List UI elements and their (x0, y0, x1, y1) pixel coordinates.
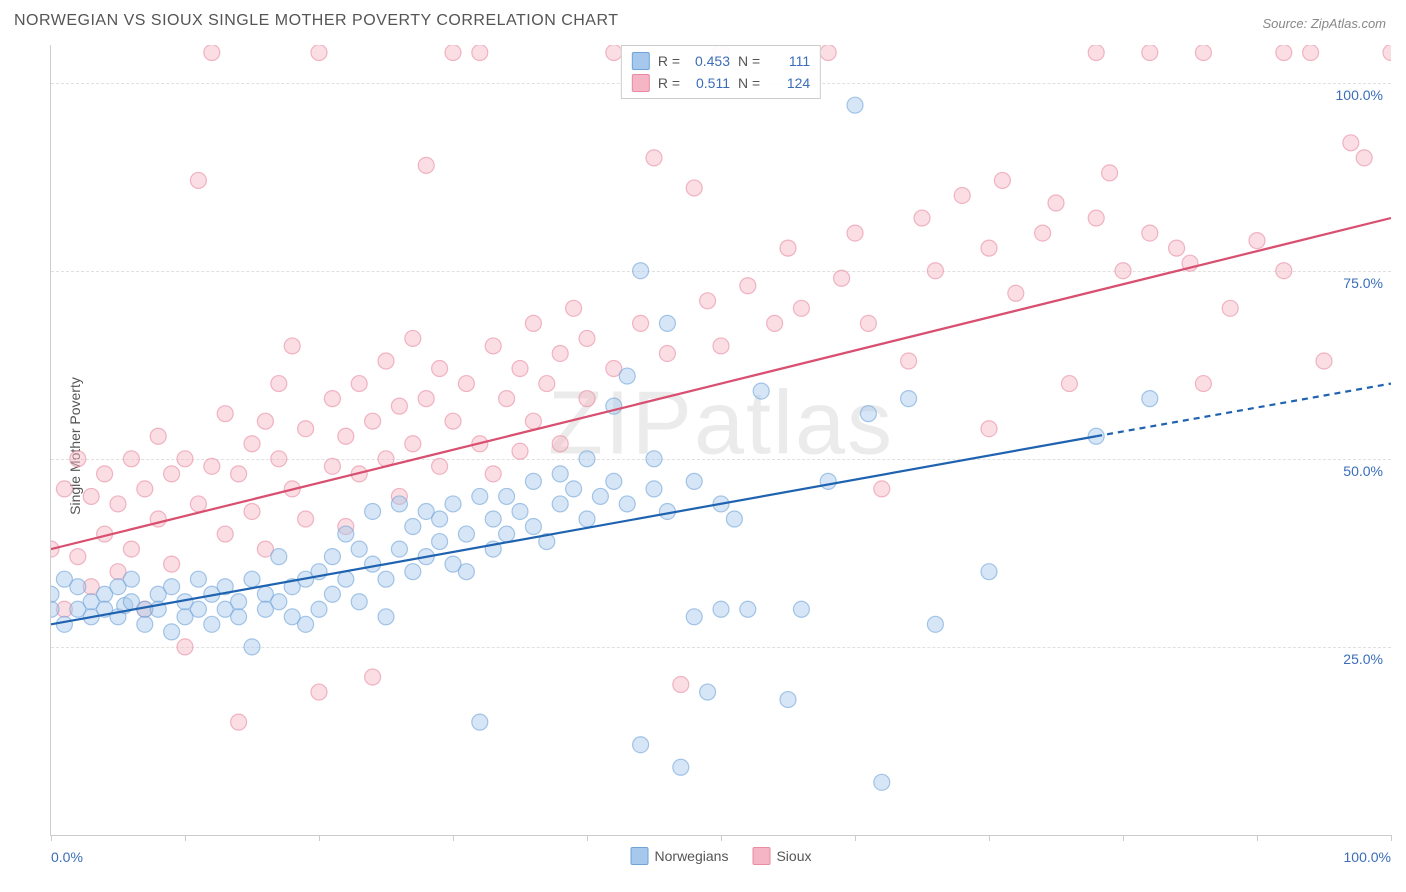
x-axis-min-label: 0.0% (51, 849, 83, 865)
swatch-norwegians (632, 52, 650, 70)
xtick (855, 835, 856, 841)
legend-label-sioux: Sioux (776, 848, 811, 864)
norwegians-r-value: 0.453 (688, 50, 730, 72)
xtick (1123, 835, 1124, 841)
sioux-n-value: 124 (768, 72, 810, 94)
n-label: N = (738, 50, 760, 72)
r-label: R = (658, 50, 680, 72)
r-label: R = (658, 72, 680, 94)
swatch-sioux (752, 847, 770, 865)
legend-label-norwegians: Norwegians (655, 848, 729, 864)
swatch-sioux (632, 74, 650, 92)
xtick (1257, 835, 1258, 841)
xtick (989, 835, 990, 841)
plot-svg (51, 45, 1391, 835)
norwegians-n-value: 111 (768, 50, 810, 72)
xtick (721, 835, 722, 841)
x-axis-max-label: 100.0% (1344, 849, 1391, 865)
swatch-norwegians (631, 847, 649, 865)
source-label: Source: ZipAtlas.com (1262, 16, 1386, 31)
xtick (453, 835, 454, 841)
sioux-r-value: 0.511 (688, 72, 730, 94)
legend-item-sioux: Sioux (752, 847, 811, 865)
xtick (1391, 835, 1392, 841)
stats-row-sioux: R = 0.511 N = 124 (632, 72, 810, 94)
bottom-legend: Norwegians Sioux (631, 847, 812, 865)
legend-item-norwegians: Norwegians (631, 847, 729, 865)
xtick (51, 835, 52, 841)
chart-area: ZIPatlas 25.0%50.0%75.0%100.0% R = 0.453… (50, 45, 1391, 836)
xtick (185, 835, 186, 841)
stats-legend-box: R = 0.453 N = 111 R = 0.511 N = 124 (621, 45, 821, 99)
xtick (587, 835, 588, 841)
stats-row-norwegians: R = 0.453 N = 111 (632, 50, 810, 72)
xtick (319, 835, 320, 841)
n-label: N = (738, 72, 760, 94)
chart-title: NORWEGIAN VS SIOUX SINGLE MOTHER POVERTY… (14, 12, 619, 30)
